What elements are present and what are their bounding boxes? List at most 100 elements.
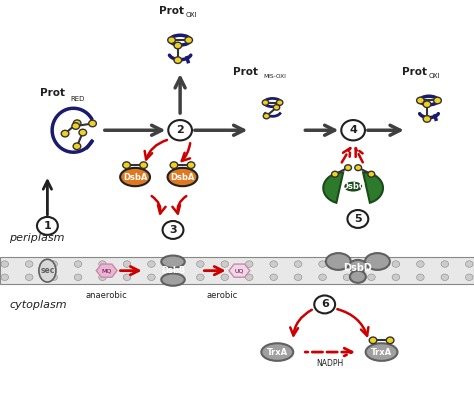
Circle shape xyxy=(187,162,195,168)
Circle shape xyxy=(262,100,269,105)
Circle shape xyxy=(74,261,82,267)
Circle shape xyxy=(174,57,182,63)
Circle shape xyxy=(465,274,473,280)
Text: DsbC: DsbC xyxy=(341,182,365,191)
Text: 6: 6 xyxy=(321,300,328,309)
Circle shape xyxy=(331,171,338,177)
Polygon shape xyxy=(229,264,250,277)
Circle shape xyxy=(270,274,277,280)
Circle shape xyxy=(347,210,368,228)
Circle shape xyxy=(319,274,327,280)
FancyBboxPatch shape xyxy=(0,258,474,284)
Circle shape xyxy=(72,123,80,129)
Ellipse shape xyxy=(365,253,390,270)
Circle shape xyxy=(441,274,448,280)
Text: cytoplasm: cytoplasm xyxy=(9,300,67,310)
Text: Prot: Prot xyxy=(233,67,258,77)
Circle shape xyxy=(368,171,375,177)
Circle shape xyxy=(168,120,192,140)
Circle shape xyxy=(270,261,277,267)
Circle shape xyxy=(423,116,431,122)
Circle shape xyxy=(392,274,400,280)
Text: RED: RED xyxy=(70,96,84,102)
Circle shape xyxy=(74,274,82,280)
Circle shape xyxy=(172,274,180,280)
Text: 3: 3 xyxy=(169,225,177,235)
Text: Prot: Prot xyxy=(402,67,427,77)
Circle shape xyxy=(185,37,192,44)
Text: Prot: Prot xyxy=(159,6,184,16)
Circle shape xyxy=(1,274,9,280)
Circle shape xyxy=(163,221,183,239)
Text: 4: 4 xyxy=(349,125,357,135)
Ellipse shape xyxy=(120,168,150,186)
Text: 2: 2 xyxy=(176,125,184,135)
Text: DsbD: DsbD xyxy=(344,263,372,273)
Circle shape xyxy=(61,130,69,137)
Circle shape xyxy=(221,274,228,280)
Circle shape xyxy=(170,162,178,168)
Ellipse shape xyxy=(326,253,351,270)
Circle shape xyxy=(174,42,182,49)
Circle shape xyxy=(441,261,448,267)
Circle shape xyxy=(99,274,106,280)
Polygon shape xyxy=(96,264,117,277)
Circle shape xyxy=(294,274,302,280)
Text: anaerobic: anaerobic xyxy=(86,291,128,300)
Text: TrxA: TrxA xyxy=(267,348,288,357)
Circle shape xyxy=(221,261,228,267)
Ellipse shape xyxy=(161,256,185,268)
Circle shape xyxy=(26,274,33,280)
Circle shape xyxy=(1,261,9,267)
Circle shape xyxy=(417,97,424,104)
Text: NADPH: NADPH xyxy=(316,359,343,368)
Circle shape xyxy=(369,337,377,344)
Text: UQ: UQ xyxy=(235,268,244,273)
Circle shape xyxy=(99,261,106,267)
Circle shape xyxy=(26,261,33,267)
Text: MQ: MQ xyxy=(101,268,112,273)
Text: 1: 1 xyxy=(44,221,51,231)
Circle shape xyxy=(147,261,155,267)
Circle shape xyxy=(276,100,283,105)
Text: periplasm: periplasm xyxy=(9,233,65,243)
Circle shape xyxy=(417,261,424,267)
Text: 5: 5 xyxy=(354,214,362,224)
Text: DsbA: DsbA xyxy=(123,173,147,182)
Text: OXI: OXI xyxy=(186,12,198,18)
Circle shape xyxy=(37,217,58,235)
Circle shape xyxy=(368,261,375,267)
Text: DsbB: DsbB xyxy=(161,266,185,275)
Circle shape xyxy=(423,101,431,107)
Polygon shape xyxy=(363,173,383,203)
Circle shape xyxy=(197,261,204,267)
Circle shape xyxy=(273,105,280,110)
Circle shape xyxy=(263,113,270,119)
Circle shape xyxy=(392,261,400,267)
Circle shape xyxy=(197,274,204,280)
Circle shape xyxy=(168,37,175,44)
Text: DsbA: DsbA xyxy=(170,173,195,182)
Circle shape xyxy=(147,274,155,280)
Circle shape xyxy=(294,261,302,267)
Circle shape xyxy=(123,162,130,168)
Circle shape xyxy=(140,162,147,168)
Circle shape xyxy=(341,120,365,140)
Ellipse shape xyxy=(161,274,185,286)
Circle shape xyxy=(73,143,81,150)
Text: OXI: OXI xyxy=(429,73,441,79)
Circle shape xyxy=(73,120,81,127)
Text: aerobic: aerobic xyxy=(206,291,237,300)
Circle shape xyxy=(343,261,351,267)
Circle shape xyxy=(123,274,131,280)
Circle shape xyxy=(417,274,424,280)
Polygon shape xyxy=(323,173,343,203)
Circle shape xyxy=(172,261,180,267)
Circle shape xyxy=(319,261,327,267)
Circle shape xyxy=(50,274,57,280)
Circle shape xyxy=(345,165,352,171)
Circle shape xyxy=(246,261,253,267)
Ellipse shape xyxy=(345,182,361,191)
Text: sec: sec xyxy=(40,266,55,275)
Circle shape xyxy=(246,274,253,280)
